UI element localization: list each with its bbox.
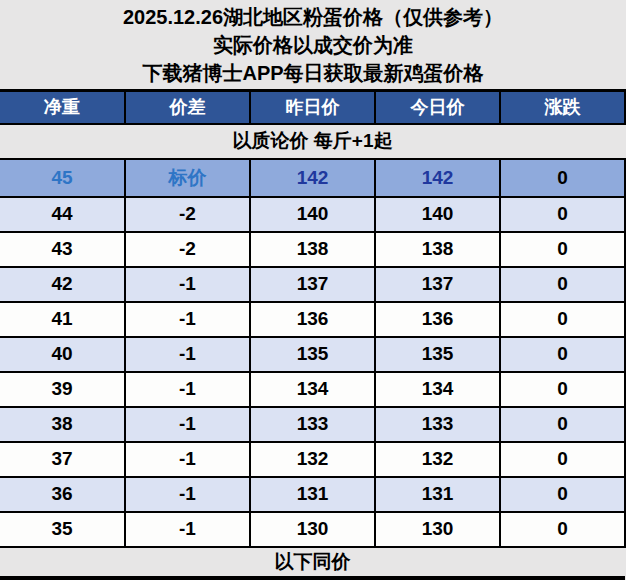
table-cell: 130: [250, 512, 375, 547]
table-cell: 134: [250, 372, 375, 407]
table-row: 36-11311310: [0, 477, 625, 512]
table-footer: 以下同价: [0, 547, 625, 578]
price-table: 净重 价差 昨日价 今日价 涨跌 以质论价 每斤+1起 45 标价 142 14…: [0, 89, 626, 580]
table-cell: 41: [0, 302, 125, 337]
table-cell: 0: [500, 442, 625, 477]
band-row-same-price-below: 以下同价: [0, 547, 625, 578]
table-cell: -2: [125, 232, 250, 267]
table-cell: 133: [250, 407, 375, 442]
table-cell: 0: [500, 197, 625, 232]
table-cell: 37: [0, 442, 125, 477]
band-row-pricing-rule-label: 以质论价 每斤+1起: [0, 124, 625, 159]
table-cell: 136: [375, 302, 500, 337]
table-cell: 38: [0, 407, 125, 442]
price-bulletin: 2025.12.26湖北地区粉蛋价格（仅供参考） 实际价格以成交价为准 下载猪博…: [0, 0, 626, 580]
table-cell: 0: [500, 372, 625, 407]
col-header-yesterday-price: 昨日价: [250, 91, 375, 124]
table-row: 35-11301300: [0, 512, 625, 547]
table-cell: 0: [500, 512, 625, 547]
table-cell: 138: [375, 232, 500, 267]
table-cell: 135: [250, 337, 375, 372]
table-header-row: 净重 价差 昨日价 今日价 涨跌: [0, 91, 625, 124]
table-cell: 35: [0, 512, 125, 547]
table-cell: 134: [375, 372, 500, 407]
table-cell: 43: [0, 232, 125, 267]
table-cell: -1: [125, 407, 250, 442]
table-cell: -1: [125, 512, 250, 547]
table-header: 净重 价差 昨日价 今日价 涨跌: [0, 91, 625, 124]
table-cell: 0: [500, 302, 625, 337]
table-row: 39-11341340: [0, 372, 625, 407]
title-block: 2025.12.26湖北地区粉蛋价格（仅供参考） 实际价格以成交价为准 下载猪博…: [0, 0, 626, 87]
table-cell: 0: [500, 477, 625, 512]
band-row-pricing-rule: 以质论价 每斤+1起: [0, 124, 625, 159]
table-cell: 标价: [125, 159, 250, 197]
table-row: 38-11331330: [0, 407, 625, 442]
title-line-app-promo: 下载猪博士APP每日获取最新鸡蛋价格: [0, 59, 626, 87]
table-row-benchmark: 45 标价 142 142 0: [0, 159, 625, 197]
table-cell: -1: [125, 337, 250, 372]
table-cell: 36: [0, 477, 125, 512]
table-cell: 42: [0, 267, 125, 302]
title-line-disclaimer: 实际价格以成交价为准: [0, 31, 626, 59]
table-row: 41-11361360: [0, 302, 625, 337]
table-body: 以质论价 每斤+1起 45 标价 142 142 0 44-2140140043…: [0, 124, 625, 547]
table-cell: 40: [0, 337, 125, 372]
col-header-change: 涨跌: [500, 91, 625, 124]
table-cell: 0: [500, 337, 625, 372]
table-cell: 138: [250, 232, 375, 267]
table-cell: 44: [0, 197, 125, 232]
table-cell: 137: [250, 267, 375, 302]
table-cell: 0: [500, 267, 625, 302]
table-row: 40-11351350: [0, 337, 625, 372]
table-cell: 39: [0, 372, 125, 407]
table-cell: -1: [125, 302, 250, 337]
table-cell: 45: [0, 159, 125, 197]
table-cell: 131: [250, 477, 375, 512]
table-cell: 140: [375, 197, 500, 232]
col-header-net-weight: 净重: [0, 91, 125, 124]
table-cell: -1: [125, 477, 250, 512]
table-cell: -1: [125, 442, 250, 477]
band-row-same-price-below-label: 以下同价: [0, 547, 625, 578]
table-cell: 137: [375, 267, 500, 302]
table-cell: 130: [375, 512, 500, 547]
table-cell: -1: [125, 372, 250, 407]
table-cell: 132: [250, 442, 375, 477]
table-row: 42-11371370: [0, 267, 625, 302]
col-header-today-price: 今日价: [375, 91, 500, 124]
table-cell: 142: [250, 159, 375, 197]
table-cell: -1: [125, 267, 250, 302]
table-cell: 0: [500, 159, 625, 197]
table-row: 43-21381380: [0, 232, 625, 267]
table-cell: 135: [375, 337, 500, 372]
table-cell: 140: [250, 197, 375, 232]
table-cell: 136: [250, 302, 375, 337]
table-row: 37-11321320: [0, 442, 625, 477]
table-cell: 132: [375, 442, 500, 477]
table-cell: 142: [375, 159, 500, 197]
table-cell: -2: [125, 197, 250, 232]
table-cell: 0: [500, 407, 625, 442]
title-line-date-region: 2025.12.26湖北地区粉蛋价格（仅供参考）: [0, 3, 626, 31]
table-row: 44-21401400: [0, 197, 625, 232]
col-header-price-diff: 价差: [125, 91, 250, 124]
table-cell: 0: [500, 232, 625, 267]
table-cell: 131: [375, 477, 500, 512]
table-cell: 133: [375, 407, 500, 442]
